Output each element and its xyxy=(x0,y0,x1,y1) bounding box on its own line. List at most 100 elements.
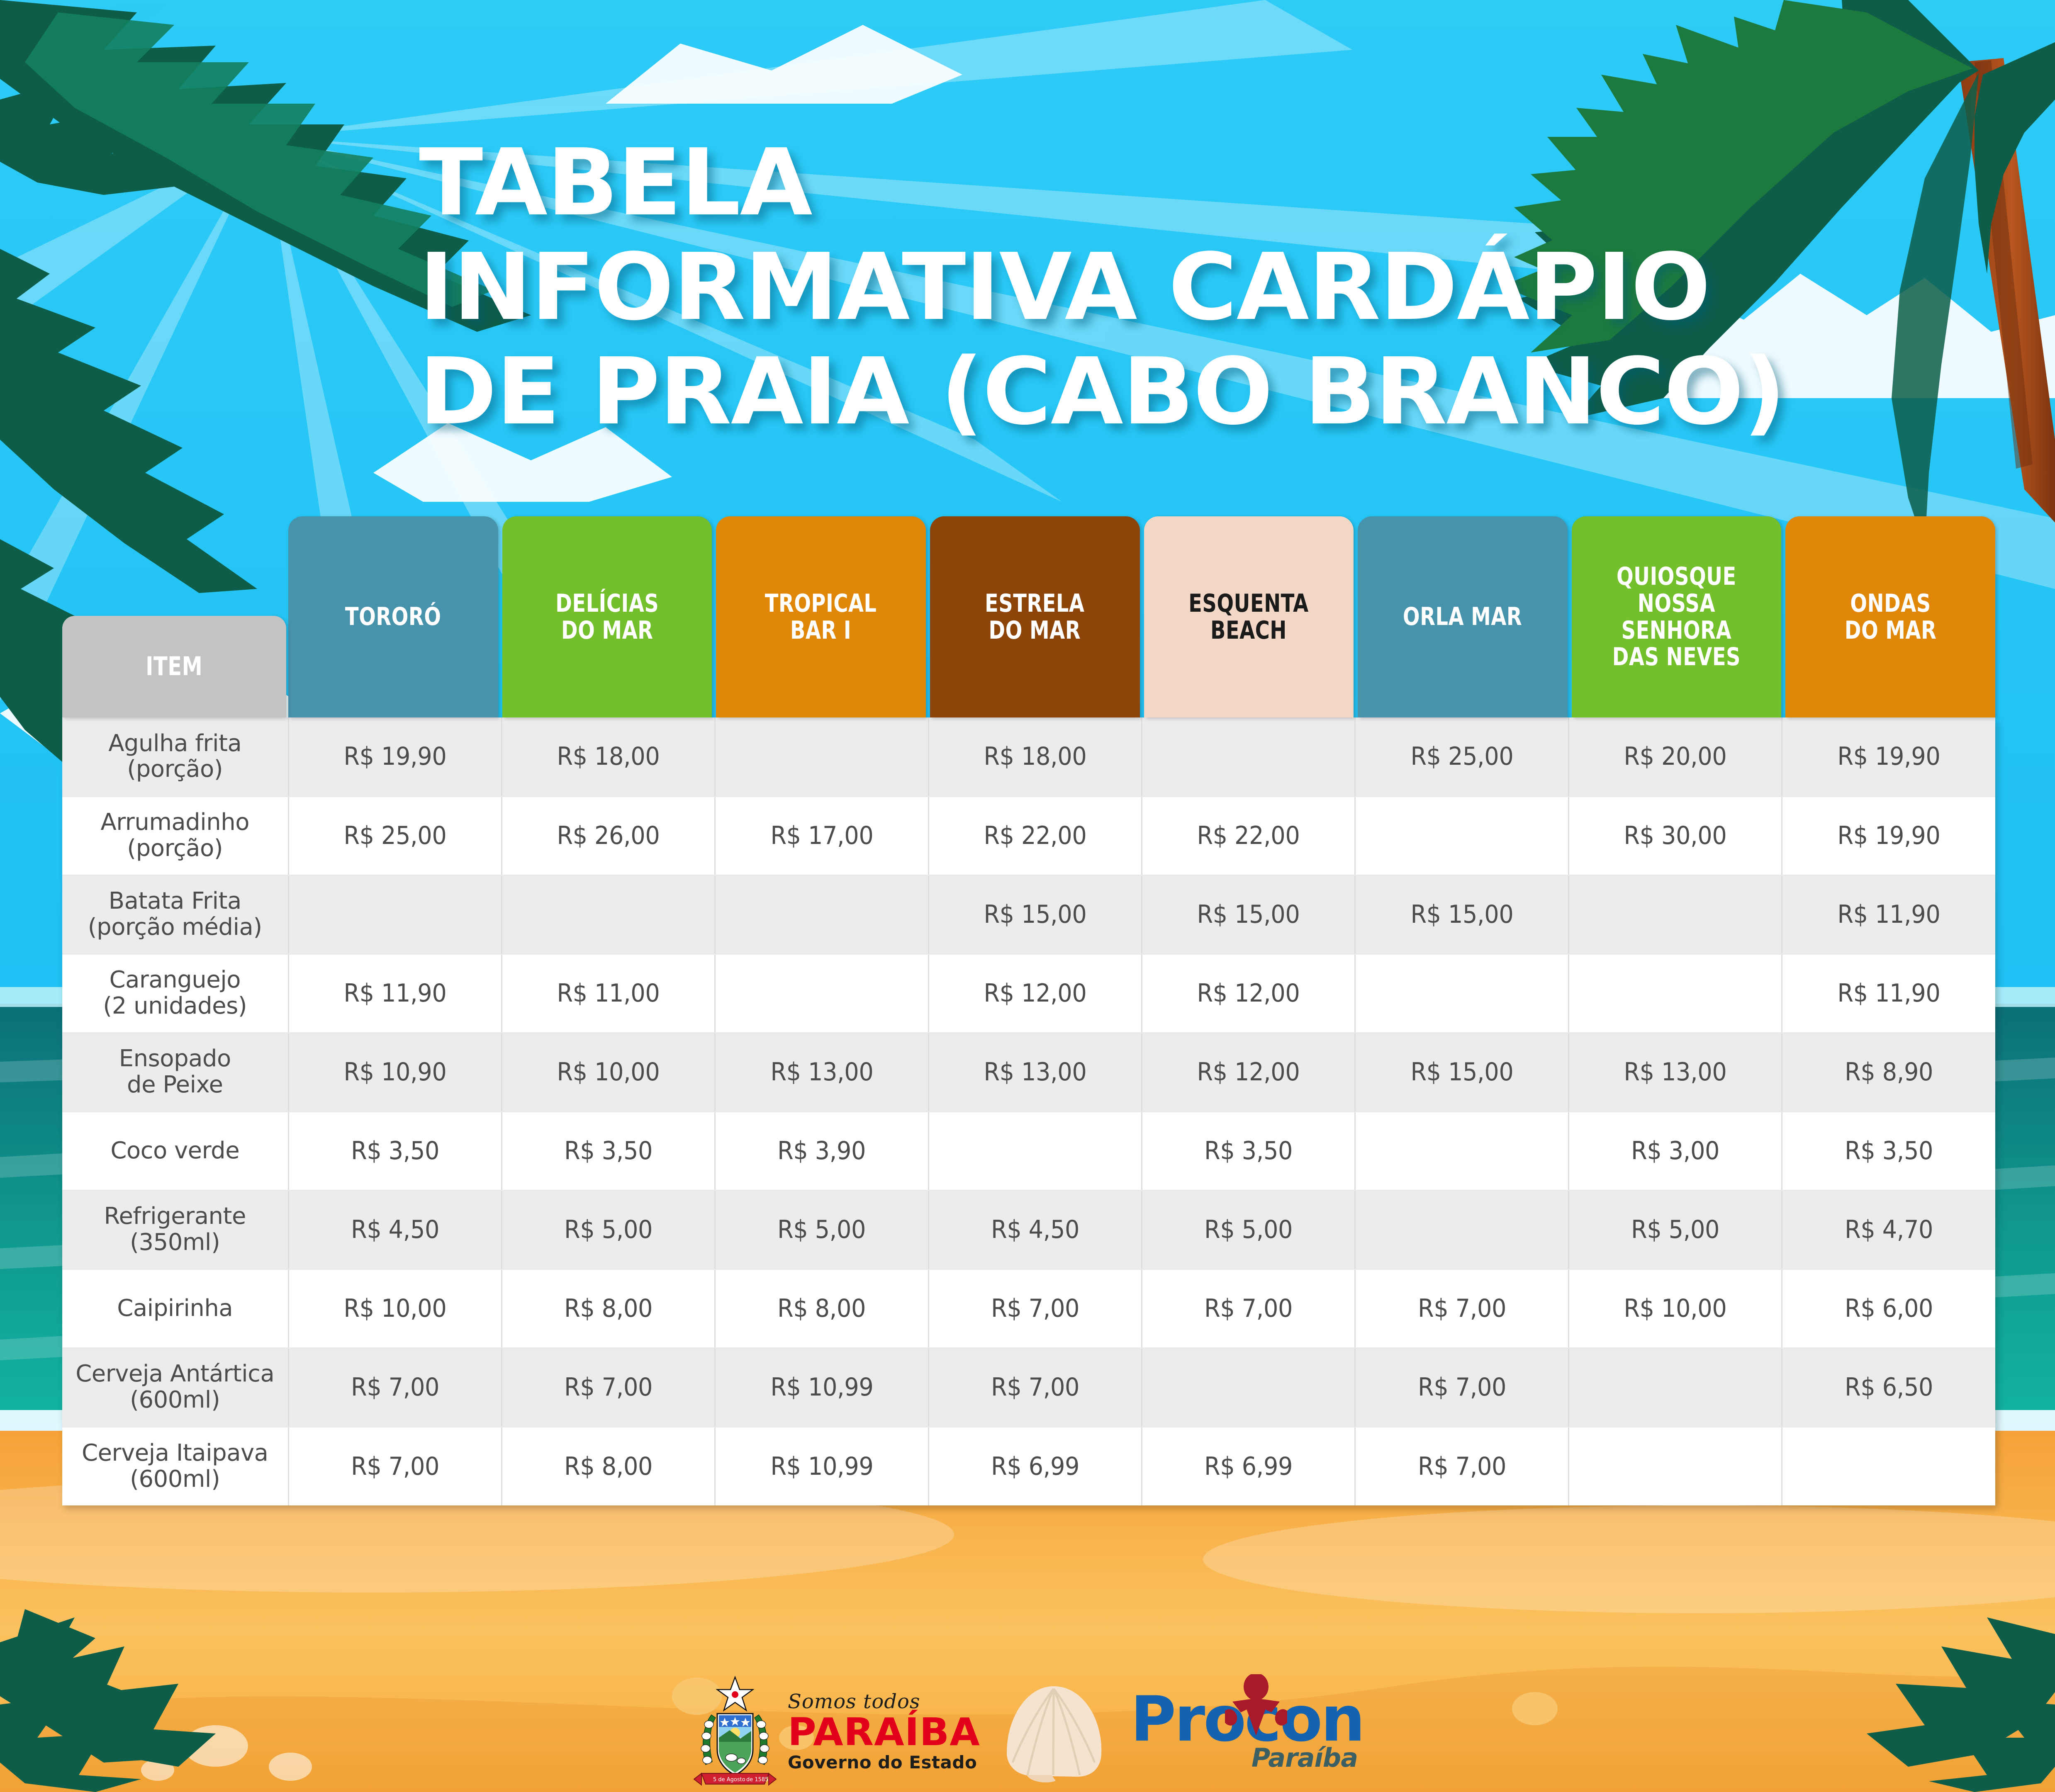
vendor-tab-4[interactable]: ESQUENTA BEACH xyxy=(1144,516,1354,717)
price-cell: R$ 4,50 xyxy=(288,1190,502,1270)
price-cell: R$ 10,90 xyxy=(288,1033,502,1112)
brasao-paraiba-icon: 5 de Agosto de 1585 xyxy=(693,1675,777,1786)
price-value: R$ 17,00 xyxy=(770,821,873,850)
price-cell: R$ 10,00 xyxy=(1568,1269,1783,1349)
price-value: R$ 3,50 xyxy=(1845,1136,1933,1165)
price-value: R$ 18,00 xyxy=(984,742,1087,771)
price-value: R$ 13,00 xyxy=(770,1058,873,1087)
price-cell xyxy=(1568,954,1783,1033)
table-row: Arrumadinho (porção) R$ 25,00 R$ 26,00 R$ 1… xyxy=(62,796,1995,876)
price-value: R$ 5,00 xyxy=(1204,1215,1293,1244)
vendor-tab-2[interactable]: TROPICAL BAR I xyxy=(716,516,926,717)
price-cell: R$ 19,90 xyxy=(288,717,502,797)
vendor-tab-label: QUIOSQUE NOSSA SENHORA DAS NEVES xyxy=(1612,562,1741,672)
price-cell: R$ 19,90 xyxy=(1782,717,1995,797)
price-cell: R$ 17,00 xyxy=(715,796,929,876)
vendor-tab-3[interactable]: ESTRELA DO MAR xyxy=(930,516,1140,717)
item-name-cell: Caranguejo (2 unidades) xyxy=(62,954,289,1033)
price-value: R$ 8,00 xyxy=(777,1294,866,1323)
price-value: R$ 15,00 xyxy=(984,900,1087,929)
vendor-tab-label: ORLA MAR xyxy=(1403,602,1522,632)
vendor-tab-7[interactable]: ONDAS DO MAR xyxy=(1785,516,1995,717)
vendor-tab-label: ESQUENTA BEACH xyxy=(1188,588,1309,645)
price-cell: R$ 19,90 xyxy=(1782,796,1995,876)
procon-wordmark: Procon xyxy=(1130,1683,1365,1756)
price-cell: R$ 7,00 xyxy=(1142,1269,1356,1349)
vendor-tab-6[interactable]: QUIOSQUE NOSSA SENHORA DAS NEVES xyxy=(1571,516,1782,717)
price-value: R$ 10,99 xyxy=(770,1452,873,1481)
gov-paraiba-label: PARAÍBA xyxy=(787,1710,980,1755)
price-value: R$ 11,90 xyxy=(1837,900,1941,929)
title-line-3: DE PRAIA (CABO BRANCO) xyxy=(419,338,1786,445)
item-column-header-tab: ITEM xyxy=(62,616,286,717)
price-cell: R$ 25,00 xyxy=(1355,717,1569,797)
title-line-2: INFORMATIVA CARDÁPIO xyxy=(419,234,1711,341)
procon-person-icon xyxy=(1225,1674,1288,1736)
price-cell: R$ 20,00 xyxy=(1568,717,1783,797)
price-cell: R$ 5,00 xyxy=(502,1190,716,1270)
price-value: R$ 10,00 xyxy=(343,1294,447,1323)
price-cell: R$ 15,00 xyxy=(1355,1033,1569,1112)
brasao-ribbon-right-text: de 1585 xyxy=(746,1777,768,1783)
price-cell: R$ 18,00 xyxy=(928,717,1143,797)
item-name-cell: Ensopado de Peixe xyxy=(62,1033,289,1112)
item-name-cell: Refrigerante (350ml) xyxy=(62,1190,289,1270)
price-cell: R$ 5,00 xyxy=(1568,1190,1783,1270)
price-cell: R$ 15,00 xyxy=(1142,875,1356,955)
price-cell: R$ 10,99 xyxy=(715,1427,929,1505)
price-value: R$ 20,00 xyxy=(1624,742,1727,771)
price-cell: R$ 8,00 xyxy=(715,1269,929,1349)
gov-somos-todos-label: Somos todos xyxy=(787,1690,920,1714)
price-value: R$ 3,50 xyxy=(1204,1136,1293,1165)
price-cell: R$ 22,00 xyxy=(928,796,1143,876)
price-cell: R$ 11,00 xyxy=(502,954,716,1033)
price-cell: R$ 11,90 xyxy=(288,954,502,1033)
price-value: R$ 6,00 xyxy=(1845,1294,1933,1323)
price-grid: Agulha frita (porção) R$ 19,90 R$ 18,00 R$ … xyxy=(62,717,1995,1505)
price-value: R$ 11,00 xyxy=(557,979,660,1008)
vendor-tab-header-row: TORORÓ DELÍCIAS DO MAR TROPICAL BAR I ESTRE… xyxy=(288,516,1995,717)
price-cell xyxy=(715,875,929,955)
price-cell: R$ 3,50 xyxy=(1782,1111,1995,1191)
price-cell xyxy=(288,875,502,955)
table-row: Agulha frita (porção) R$ 19,90 R$ 18,00 R$ … xyxy=(62,717,1995,797)
price-value: R$ 8,00 xyxy=(564,1294,653,1323)
table-row: Cerveja Antártica (600ml) R$ 7,00 R$ 7,00 R… xyxy=(62,1348,1995,1427)
price-cell: R$ 15,00 xyxy=(1355,875,1569,955)
price-cell: R$ 5,00 xyxy=(1142,1190,1356,1270)
page-title: TABELA INFORMATIVA CARDÁPIO DE PRAIA (CA… xyxy=(419,137,1786,438)
price-value: R$ 10,00 xyxy=(1624,1294,1727,1323)
item-name-cell: Cerveja Itaipava (600ml) xyxy=(62,1427,289,1505)
price-cell: R$ 12,00 xyxy=(928,954,1143,1033)
procon-paraiba-logo: Procon Paraíba xyxy=(1130,1674,1365,1771)
price-value: R$ 5,00 xyxy=(564,1215,653,1244)
price-value: R$ 19,90 xyxy=(1837,821,1941,850)
price-cell: R$ 13,00 xyxy=(928,1033,1143,1112)
vendor-tab-0[interactable]: TORORÓ xyxy=(288,516,498,717)
price-value: R$ 10,00 xyxy=(557,1058,660,1087)
price-value: R$ 7,00 xyxy=(564,1373,653,1402)
price-cell: R$ 15,00 xyxy=(928,875,1143,955)
price-value: R$ 26,00 xyxy=(557,821,660,850)
price-cell: R$ 12,00 xyxy=(1142,1033,1356,1112)
price-value: R$ 4,50 xyxy=(991,1215,1079,1244)
price-value: R$ 4,50 xyxy=(351,1215,439,1244)
vendor-tab-5[interactable]: ORLA MAR xyxy=(1358,516,1568,717)
price-cell: R$ 30,00 xyxy=(1568,796,1783,876)
price-cell: R$ 22,00 xyxy=(1142,796,1356,876)
price-value: R$ 7,00 xyxy=(1417,1373,1506,1402)
price-cell: R$ 6,50 xyxy=(1782,1348,1995,1427)
price-value: R$ 19,90 xyxy=(1837,742,1941,771)
price-cell: R$ 3,50 xyxy=(502,1111,716,1191)
price-cell: R$ 10,00 xyxy=(502,1033,716,1112)
price-cell xyxy=(1355,1190,1569,1270)
price-value: R$ 10,90 xyxy=(343,1058,447,1087)
seashell-icon xyxy=(1007,1686,1102,1782)
vendor-tab-1[interactable]: DELÍCIAS DO MAR xyxy=(502,516,712,717)
price-cell: R$ 3,50 xyxy=(288,1111,502,1191)
price-value: R$ 6,99 xyxy=(1204,1452,1293,1481)
table-row: Coco verde R$ 3,50 R$ 3,50 R$ 3,90 R$ 3,50 R$… xyxy=(62,1111,1995,1191)
price-value: R$ 25,00 xyxy=(343,821,447,850)
price-cell: R$ 8,00 xyxy=(502,1269,716,1349)
price-cell: R$ 18,00 xyxy=(502,717,716,797)
